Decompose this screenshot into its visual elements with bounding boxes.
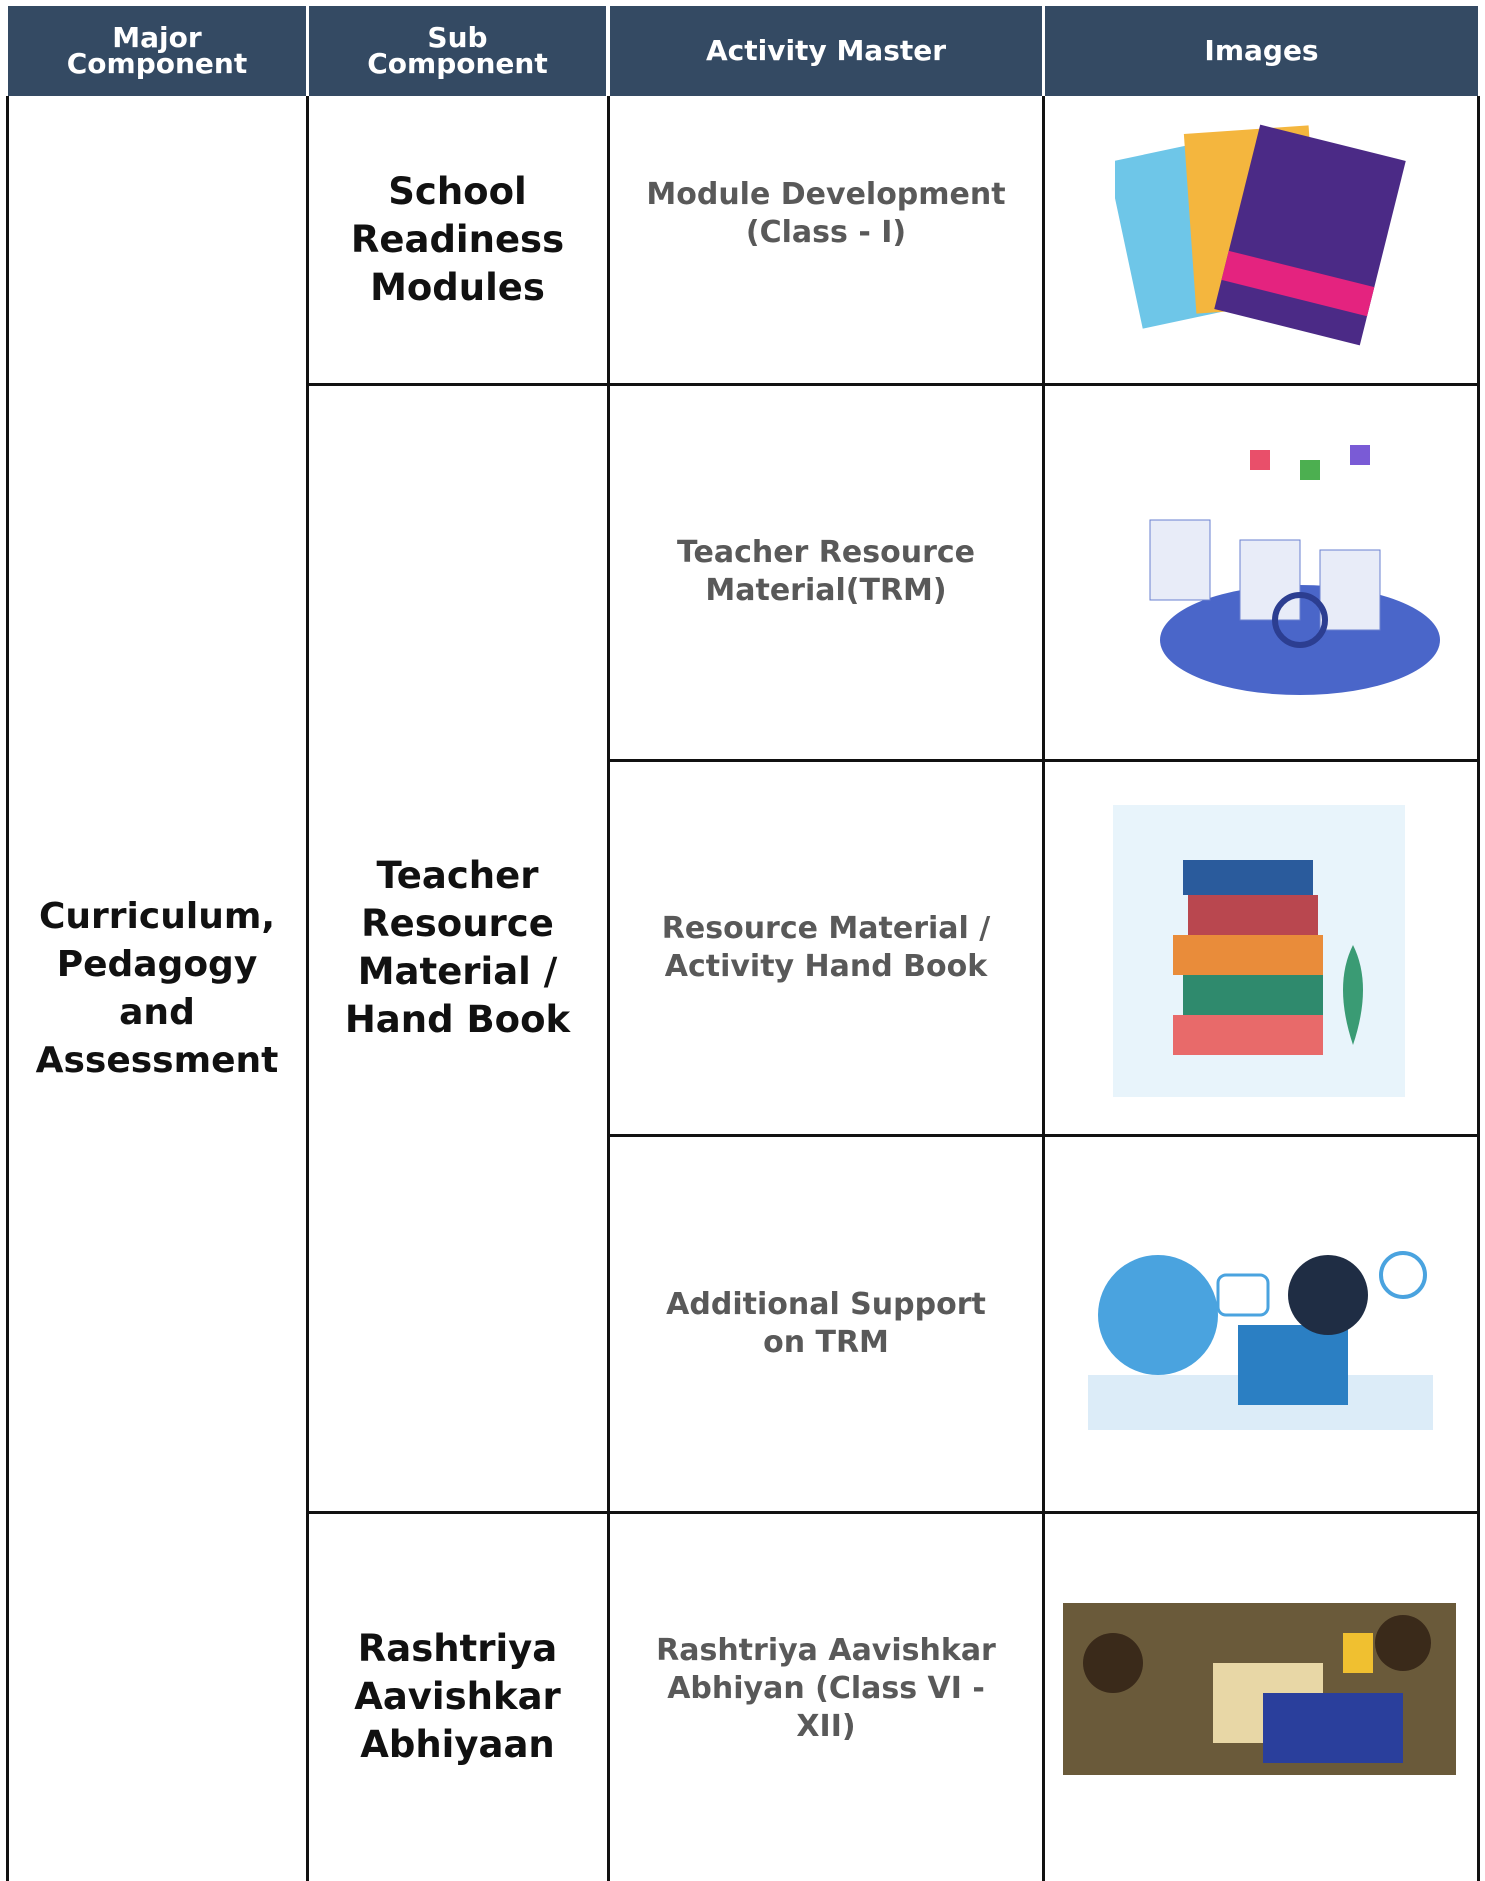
activity: Module Development (Class - I) xyxy=(646,177,1006,250)
grid-line xyxy=(307,1511,1478,1514)
image-books xyxy=(1115,124,1406,346)
image-handbook xyxy=(1113,805,1405,1097)
activity: Additional Support on TRM xyxy=(666,1286,986,1360)
header-cell: Major Component xyxy=(8,6,306,96)
sub-component: School Readiness Modules xyxy=(350,170,565,309)
grid-line xyxy=(1477,96,1480,1881)
activity: Resource Material / Activity Hand Book xyxy=(661,910,991,984)
major-component: Curriculum, Pedagogy and Assessment xyxy=(35,895,279,1081)
activity: Teacher Resource Material(TRM) xyxy=(677,535,975,608)
grid-line xyxy=(307,383,1478,386)
header-cell: Sub Component xyxy=(309,6,606,96)
sub-component: Rashtriya Aavishkar Abhiyaan xyxy=(354,1626,561,1766)
grid-line xyxy=(1042,96,1045,1881)
image-support xyxy=(1088,1251,1433,1430)
header-cell: Activity Master xyxy=(610,6,1042,96)
grid-line xyxy=(607,96,610,1881)
header-cell: Images xyxy=(1045,6,1478,96)
sub-component: Teacher Resource Material / Hand Book xyxy=(344,854,571,1041)
image-photo xyxy=(1063,1603,1456,1775)
image-trm xyxy=(1149,445,1440,695)
grid-line xyxy=(6,96,9,1881)
grid-line xyxy=(306,96,309,1881)
activity: Rashtriya Aavishkar Abhiyan (Class VI - … xyxy=(656,1633,996,1744)
